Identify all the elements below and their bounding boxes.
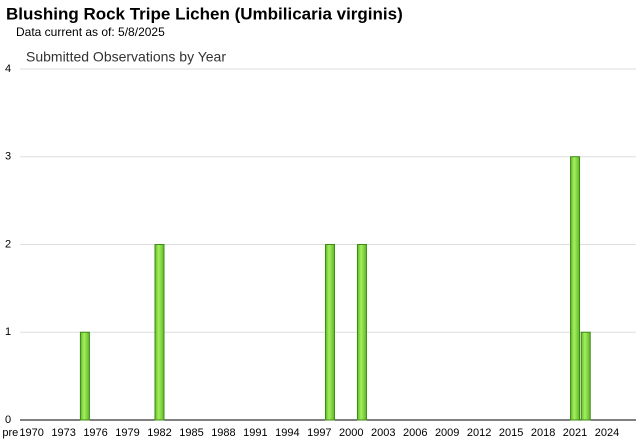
- x-tick-label: 1991: [243, 427, 267, 439]
- x-tick-label: 2024: [595, 427, 619, 439]
- bar: [154, 244, 165, 421]
- x-tick-label: 1979: [115, 427, 139, 439]
- bar: [570, 156, 581, 421]
- x-tick-label: 2021: [563, 427, 587, 439]
- x-tick-label: 2009: [435, 427, 459, 439]
- x-tick-label: 2018: [531, 427, 555, 439]
- x-tick-label: 2000: [339, 427, 363, 439]
- x-tick-label: 1982: [147, 427, 171, 439]
- x-tick-label: 1997: [307, 427, 331, 439]
- chart-title: Submitted Observations by Year: [26, 49, 226, 65]
- bar: [79, 331, 90, 421]
- bar: [356, 244, 367, 421]
- x-tick-label: 1970: [19, 427, 43, 439]
- bar: [580, 331, 591, 421]
- bar: [324, 244, 335, 421]
- x-tick-label: 1973: [51, 427, 75, 439]
- page-title: Blushing Rock Tripe Lichen (Umbilicaria …: [6, 4, 403, 23]
- x-tick-label: 1994: [275, 427, 299, 439]
- subtitle: Data current as of: 5/8/2025: [16, 25, 165, 39]
- x-tick-label: 2015: [499, 427, 523, 439]
- y-tick-label: 0: [5, 414, 11, 426]
- x-tick-label: 2003: [371, 427, 395, 439]
- y-tick-label: 1: [5, 326, 11, 338]
- y-tick-label: 2: [5, 238, 11, 250]
- x-tick-label: 2012: [467, 427, 491, 439]
- x-tick-label: 1976: [83, 427, 107, 439]
- y-tick-label: 4: [5, 63, 11, 75]
- x-tick-label: 2006: [403, 427, 427, 439]
- x-tick-label: pre: [2, 427, 18, 439]
- x-tick-label: 1985: [179, 427, 203, 439]
- y-tick-label: 3: [5, 151, 11, 163]
- x-tick-label: 1988: [211, 427, 235, 439]
